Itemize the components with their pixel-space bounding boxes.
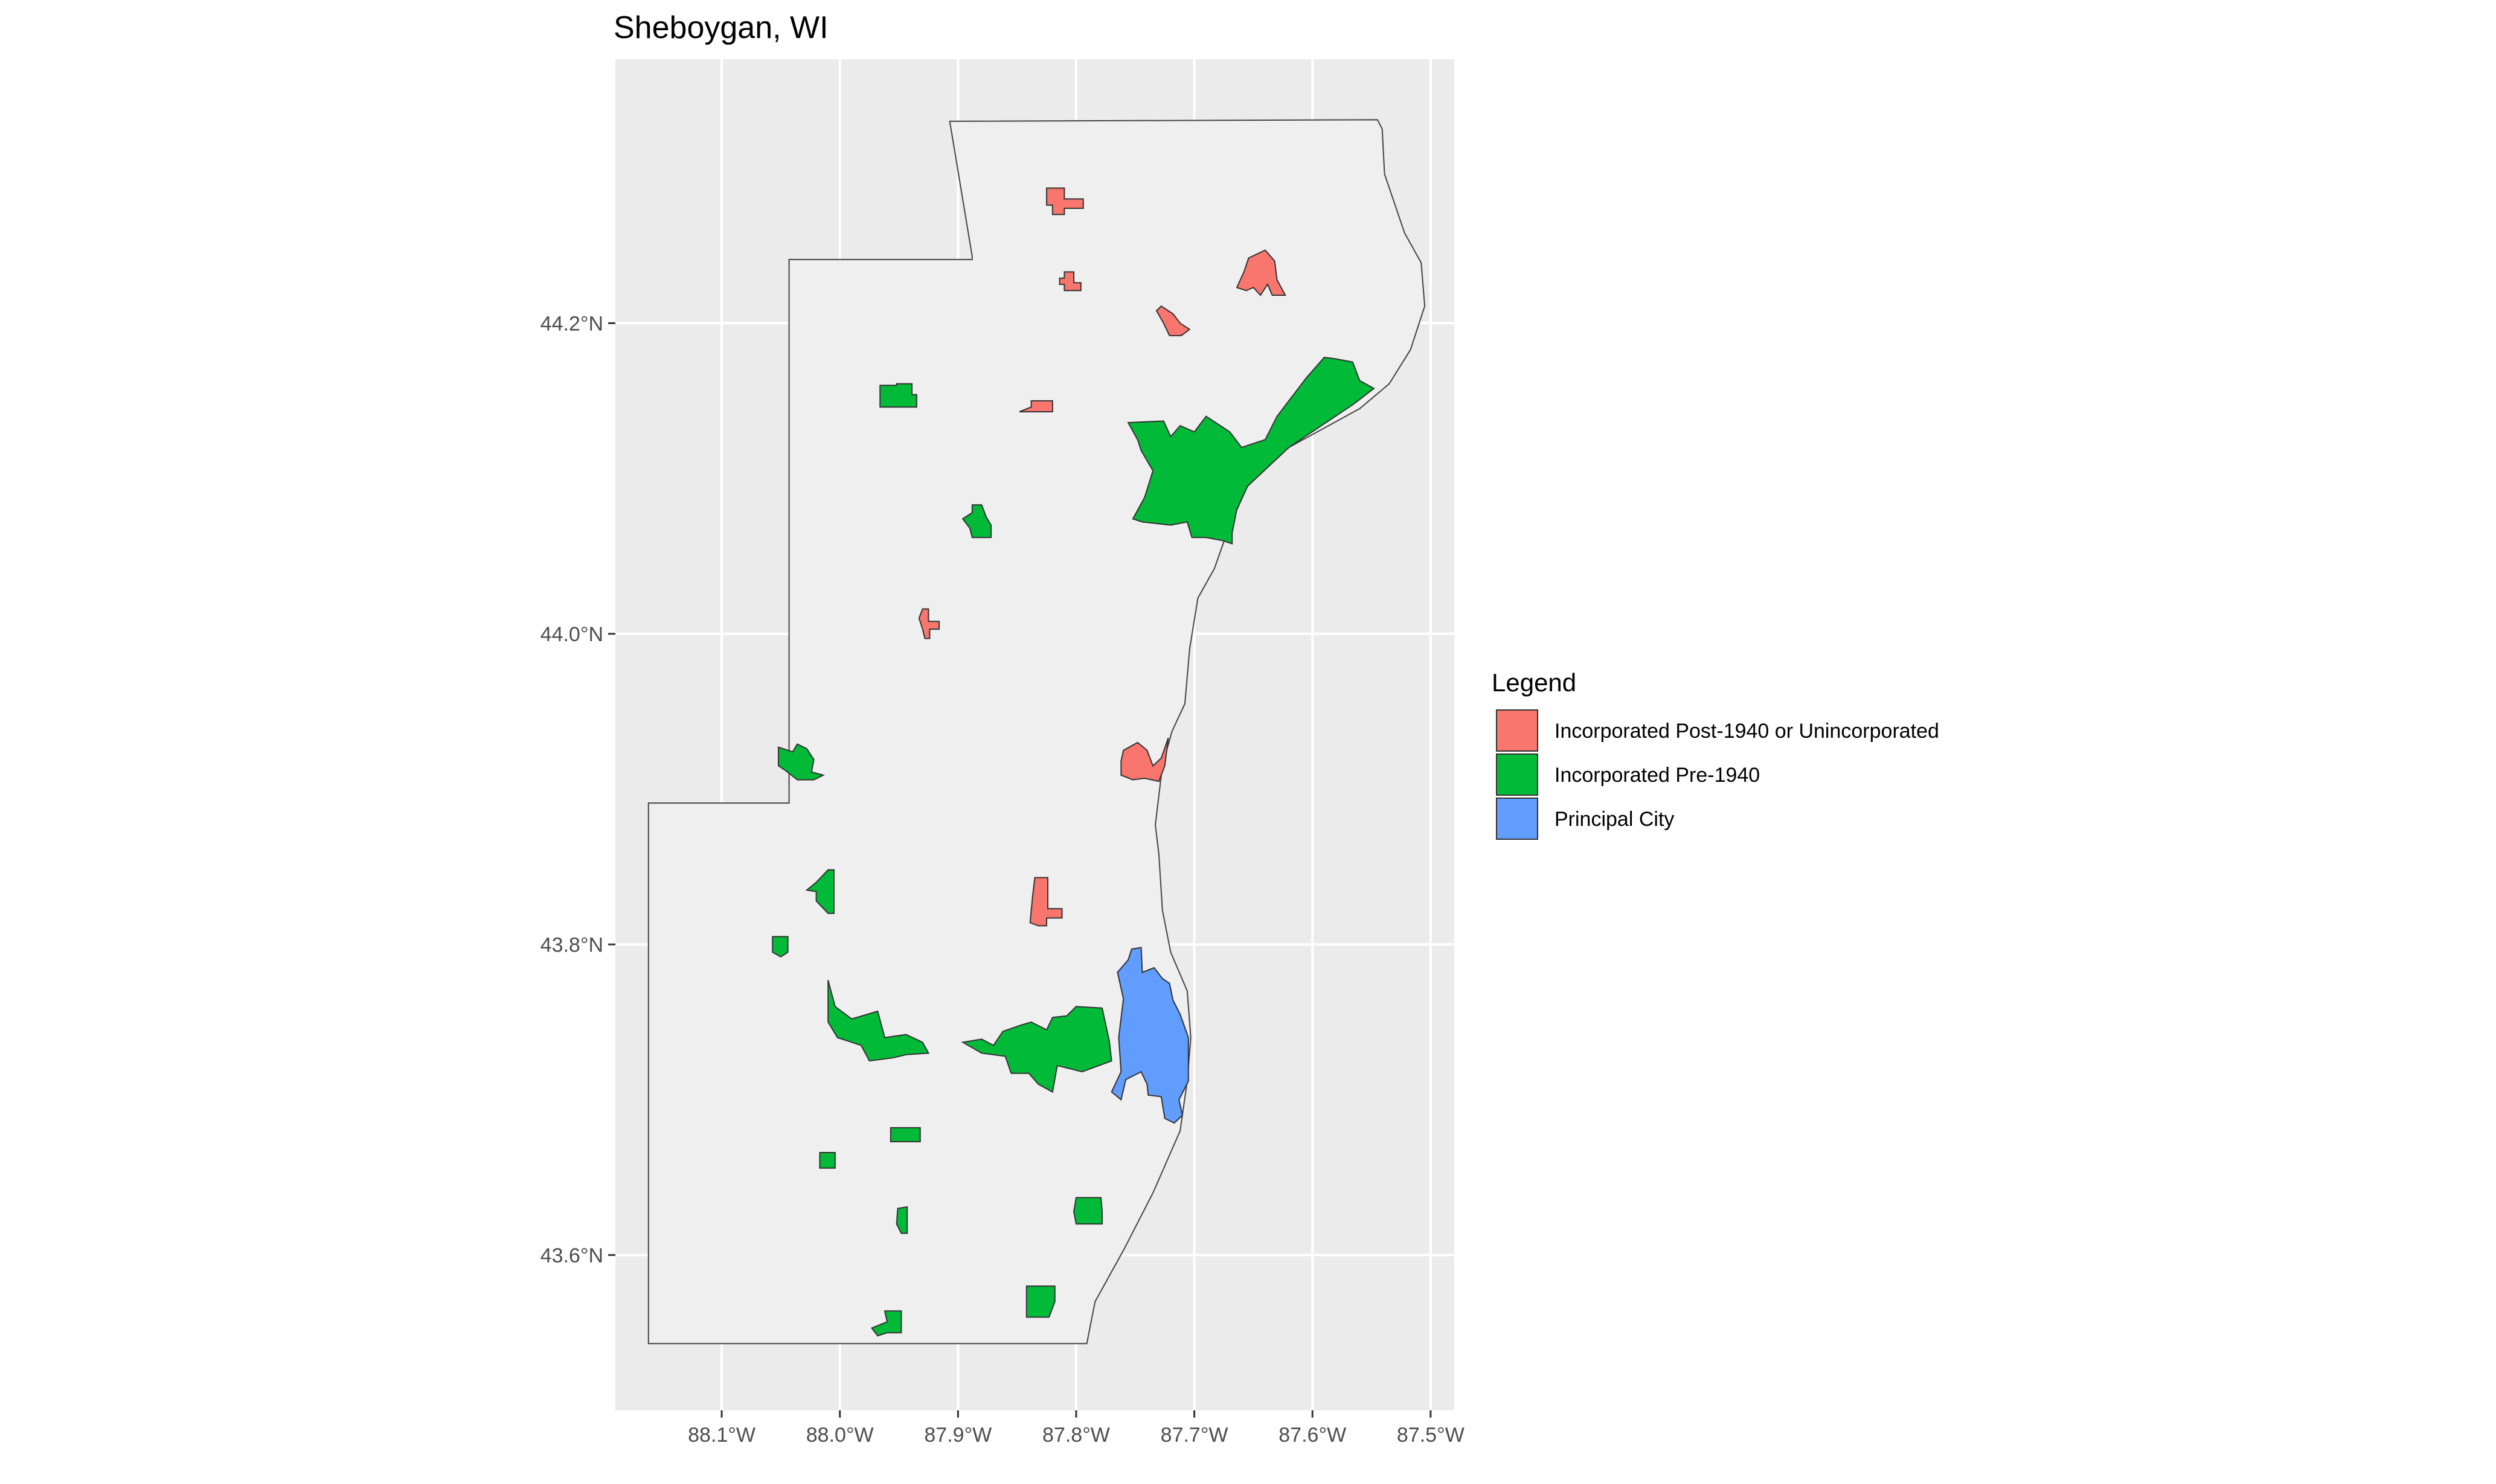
place-post1940-6	[1120, 737, 1169, 782]
x-tick-label: 87.7°W	[1161, 1424, 1228, 1447]
place-pre1940-14	[827, 980, 930, 1062]
legend-items: Incorporated Post-1940 or Unincorporated…	[1496, 709, 1939, 840]
place-pre1940-20	[1025, 1285, 1056, 1318]
place-pre1940-13	[772, 936, 789, 958]
legend-swatch-post1940	[1496, 709, 1538, 752]
x-tick-label: 87.5°W	[1397, 1424, 1465, 1447]
place-post1940-2	[1236, 249, 1286, 296]
place-pre1940-21	[870, 1310, 902, 1337]
municipalities	[772, 187, 1375, 1337]
y-axis: 44.2°N 44.0°N 43.8°N 43.6°N	[541, 312, 615, 1267]
place-pre1940-16	[890, 1127, 921, 1142]
x-tick-label: 88.1°W	[688, 1424, 756, 1447]
place-post1940-7	[1029, 877, 1063, 927]
place-pre1940-12	[805, 869, 835, 914]
legend-title: Legend	[1492, 668, 1576, 697]
legend: Legend Incorporated Post-1940 or Unincor…	[1492, 668, 1939, 840]
place-pre1940-9	[961, 504, 992, 539]
x-tick-label: 87.8°W	[1042, 1424, 1110, 1447]
x-tick-label: 88.0°W	[806, 1424, 874, 1447]
legend-swatch-pre1940	[1496, 753, 1538, 796]
place-post1940-3	[1155, 305, 1191, 336]
place-post1940-4	[1019, 400, 1053, 412]
place-pre1940-10	[1127, 356, 1375, 545]
y-tick-label: 43.6°N	[541, 1244, 603, 1267]
y-tick-label: 44.0°N	[541, 623, 603, 646]
chart-title: Sheboygan, WI	[614, 10, 829, 45]
x-axis: 88.1°W 88.0°W 87.9°W 87.8°W 87.7°W 87.6°W 87.5…	[688, 1410, 1465, 1447]
legend-label-principal: Principal City	[1554, 808, 1674, 831]
x-tick-label: 87.6°W	[1278, 1424, 1346, 1447]
place-pre1940-8	[879, 383, 917, 408]
place-pre1940-11	[777, 743, 826, 781]
place-post1940-5	[918, 608, 940, 639]
place-principal-22	[1111, 947, 1189, 1124]
place-post1940-0	[1046, 187, 1084, 216]
y-tick-label: 44.2°N	[541, 312, 603, 335]
legend-label-post1940: Incorporated Post-1940 or Unincorporated	[1554, 720, 1939, 743]
legend-label-pre1940: Incorporated Pre-1940	[1554, 764, 1760, 787]
place-post1940-1	[1059, 271, 1082, 292]
x-tick-label: 87.9°W	[924, 1424, 992, 1447]
y-tick-label: 43.8°N	[541, 933, 603, 956]
place-pre1940-15	[961, 1006, 1112, 1093]
legend-swatch-principal	[1496, 798, 1538, 840]
place-pre1940-18	[896, 1206, 908, 1234]
place-pre1940-17	[819, 1151, 836, 1169]
place-pre1940-19	[1073, 1197, 1103, 1225]
